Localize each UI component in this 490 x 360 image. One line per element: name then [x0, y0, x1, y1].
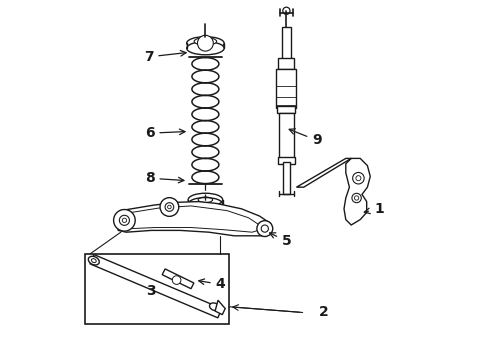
Bar: [282, 27, 291, 61]
Bar: [278, 58, 294, 69]
Polygon shape: [215, 300, 225, 315]
Bar: [276, 69, 296, 108]
Ellipse shape: [88, 256, 99, 265]
Polygon shape: [116, 202, 272, 236]
Circle shape: [114, 210, 135, 231]
Text: 7: 7: [144, 50, 186, 64]
Circle shape: [352, 193, 361, 203]
Bar: [283, 162, 290, 194]
Polygon shape: [296, 158, 351, 187]
Circle shape: [257, 221, 273, 237]
Ellipse shape: [187, 42, 224, 55]
Ellipse shape: [188, 193, 222, 206]
Text: 3: 3: [146, 284, 155, 297]
Ellipse shape: [210, 303, 220, 311]
Circle shape: [165, 203, 174, 211]
Text: 9: 9: [289, 129, 322, 147]
Polygon shape: [126, 206, 260, 232]
Text: 6: 6: [145, 126, 185, 140]
Bar: [278, 157, 294, 164]
Circle shape: [172, 276, 181, 284]
Ellipse shape: [92, 259, 96, 262]
Polygon shape: [162, 269, 194, 289]
Text: 4: 4: [199, 278, 225, 291]
Circle shape: [120, 215, 129, 225]
Ellipse shape: [187, 211, 231, 226]
Text: 8: 8: [145, 171, 184, 185]
Text: 1: 1: [364, 202, 384, 216]
Circle shape: [160, 198, 179, 216]
Bar: [277, 106, 295, 113]
Text: 2: 2: [318, 306, 328, 319]
Ellipse shape: [198, 197, 213, 203]
Text: 5: 5: [270, 233, 292, 248]
Bar: [279, 113, 294, 158]
Ellipse shape: [194, 38, 217, 45]
Circle shape: [353, 172, 364, 184]
Polygon shape: [344, 158, 370, 225]
Ellipse shape: [187, 37, 224, 50]
Bar: [85, 254, 229, 324]
Circle shape: [197, 35, 213, 51]
Polygon shape: [90, 255, 222, 318]
